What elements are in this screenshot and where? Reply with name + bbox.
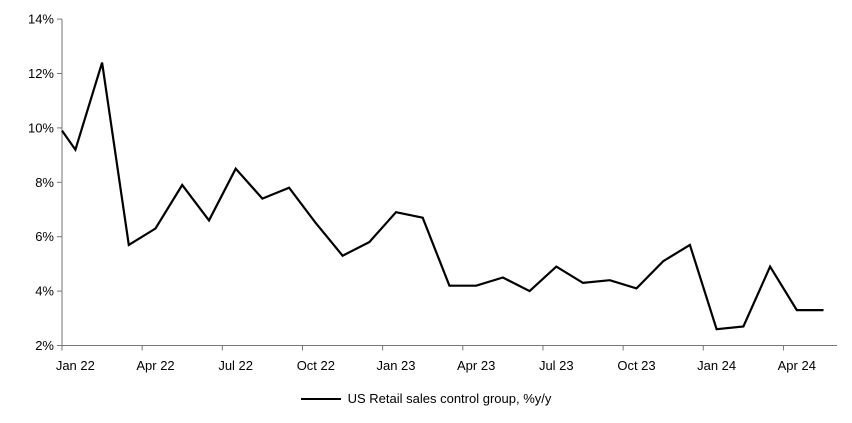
x-axis-tick-label: Jan 24 bbox=[697, 358, 736, 373]
x-axis-tick-label: Apr 23 bbox=[457, 358, 495, 373]
x-axis-tick-label: Oct 23 bbox=[617, 358, 655, 373]
x-axis-tick-label: Jul 22 bbox=[218, 358, 253, 373]
y-axis-tick-label: 10% bbox=[28, 120, 54, 135]
x-axis-tick-label: Oct 22 bbox=[297, 358, 335, 373]
y-axis-tick-label: 6% bbox=[35, 229, 54, 244]
x-axis-tick-label: Jan 23 bbox=[376, 358, 415, 373]
x-axis-tick-label: Jul 23 bbox=[539, 358, 574, 373]
x-axis-tick-label: Apr 24 bbox=[778, 358, 816, 373]
x-axis-tick-label: Apr 22 bbox=[136, 358, 174, 373]
y-axis-tick-label: 4% bbox=[35, 284, 54, 299]
y-axis-tick-label: 8% bbox=[35, 175, 54, 190]
data-series-line bbox=[61, 62, 824, 331]
y-axis-tick-label: 2% bbox=[35, 338, 54, 353]
y-axis-tick-label: 14% bbox=[28, 12, 54, 27]
x-axis-tick-label: Jan 22 bbox=[56, 358, 95, 373]
y-axis-tick-label: 12% bbox=[28, 66, 54, 81]
